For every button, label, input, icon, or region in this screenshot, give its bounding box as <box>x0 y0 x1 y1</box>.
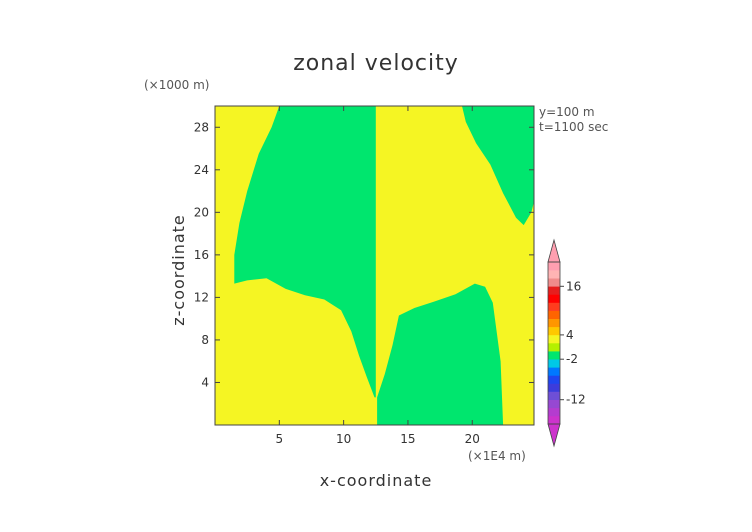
colorbar-band <box>548 326 560 336</box>
x-unit-label: (×1E4 m) <box>468 449 526 463</box>
colorbar-band <box>548 310 560 319</box>
colorbar-band <box>548 407 560 417</box>
colorbar-min-arrow <box>547 423 561 448</box>
colorbar-band <box>548 375 560 384</box>
y-axis-label: z-coordinate <box>169 214 188 326</box>
colorbar-band <box>548 262 560 271</box>
chart-title: zonal velocity <box>293 51 459 76</box>
y-tick-label: 24 <box>194 163 209 177</box>
x-tick-label: 15 <box>400 432 415 446</box>
y-unit-label: (×1000 m) <box>144 78 209 92</box>
colorbar-band <box>548 391 560 400</box>
colorbar-band <box>548 286 560 295</box>
colorbar-band <box>548 359 560 368</box>
colorbar-frame <box>547 261 561 425</box>
colorbar-band <box>548 302 560 311</box>
colorbar-band <box>548 334 560 344</box>
y-tick-label: 4 <box>201 375 209 389</box>
contour-region-1 <box>234 106 376 398</box>
colorbar-band <box>548 351 560 360</box>
annotation-depth: y=100 m <box>539 105 595 119</box>
x-tick-label: 5 <box>275 432 283 446</box>
colorbar-label: 16 <box>566 279 581 293</box>
colorbar-band <box>548 399 560 409</box>
colorbar-band <box>548 415 560 425</box>
colorbar-band <box>548 278 560 287</box>
axes: 5 10 15 20 4 8 12 16 20 24 28 <box>194 105 535 446</box>
y-tick-label: 12 <box>194 290 209 304</box>
colorbar-band <box>548 367 560 376</box>
colorbar-label: -2 <box>566 352 578 366</box>
colorbar-band <box>548 383 560 392</box>
colorbar: 16 4 -2 -12 <box>547 238 586 448</box>
colorbar-label: 4 <box>566 328 574 342</box>
y-tick-label: 8 <box>201 333 209 347</box>
annotation-time: t=1100 sec <box>539 120 608 134</box>
plot-frame <box>214 105 535 426</box>
colorbar-label: -12 <box>566 393 586 407</box>
contour-region-3 <box>462 106 534 226</box>
contour-region-2 <box>377 283 504 425</box>
colorbar-band <box>548 294 560 303</box>
colorbar-band <box>548 270 560 279</box>
y-tick-label: 28 <box>194 120 209 134</box>
x-tick-label: 10 <box>336 432 351 446</box>
colorbar-band <box>548 343 560 352</box>
x-tick-label: 20 <box>465 432 480 446</box>
y-tick-label: 20 <box>194 205 209 219</box>
colorbar-max-arrow <box>547 238 561 263</box>
x-axis-label: x-coordinate <box>320 471 433 490</box>
colorbar-band <box>548 318 560 328</box>
y-tick-label: 16 <box>194 248 209 262</box>
plot-area <box>215 106 534 425</box>
